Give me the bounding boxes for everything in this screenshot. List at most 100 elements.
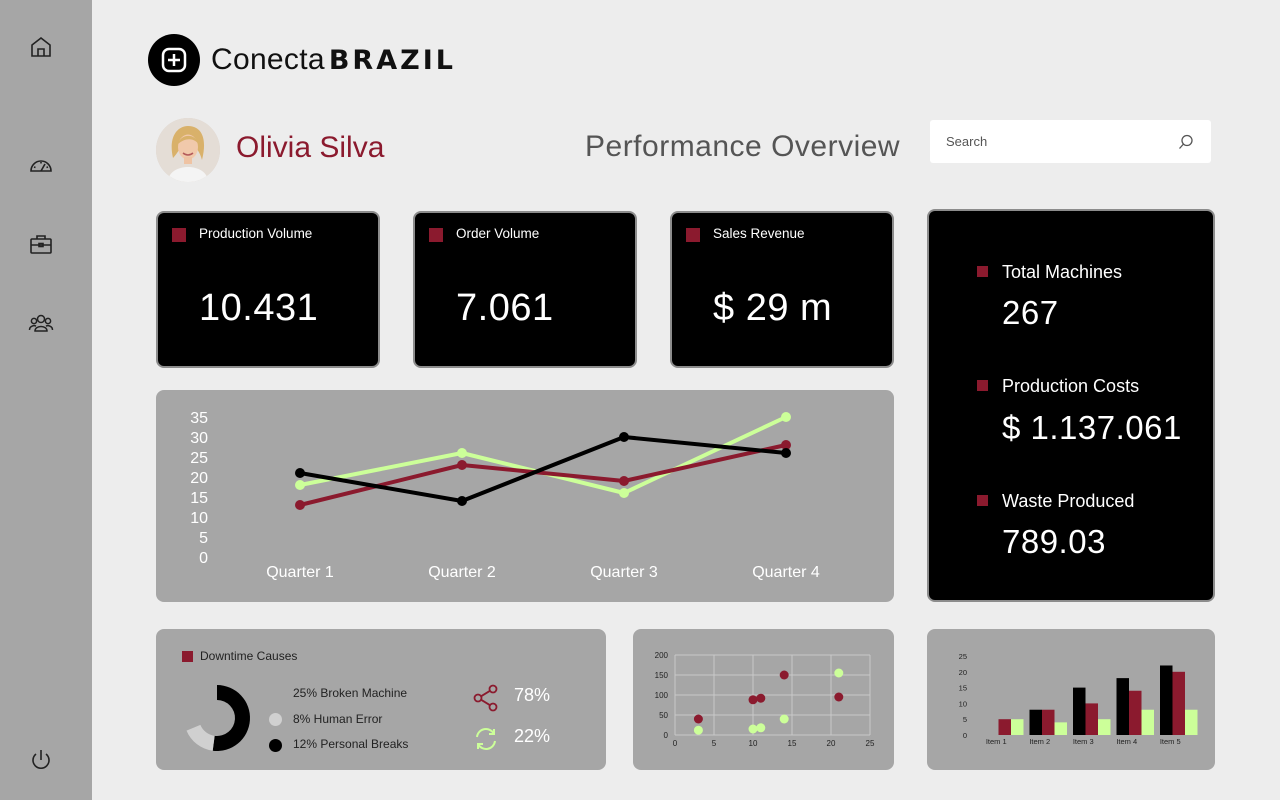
bar: [1073, 687, 1086, 735]
y-tick-label: 25: [959, 652, 967, 661]
scatter-point: [748, 724, 758, 734]
x-tick-label: Item 3: [1073, 737, 1094, 746]
refresh-icon: [476, 728, 496, 750]
sidebar: [0, 0, 92, 800]
legend-dot: [269, 739, 282, 752]
power-icon[interactable]: [27, 746, 55, 774]
kpi-value: $ 29 m: [713, 287, 833, 329]
data-point: [619, 488, 629, 498]
y-tick-label: 20: [959, 668, 967, 677]
bar: [1116, 678, 1129, 735]
bar: [1185, 709, 1198, 735]
legend-item: 12% Personal Breaks: [293, 737, 409, 751]
search-input[interactable]: [946, 134, 1177, 149]
scatter-point: [834, 692, 844, 702]
accent-square: [429, 228, 443, 242]
scatter-point: [693, 725, 703, 735]
summary-label: Waste Produced: [1002, 491, 1135, 511]
bar: [998, 719, 1011, 735]
data-point: [781, 440, 791, 450]
data-point: [781, 412, 791, 422]
bar: [1172, 671, 1185, 735]
search-box: [930, 120, 1211, 163]
x-tick-label: Quarter 1: [266, 564, 334, 581]
accent-square: [172, 228, 186, 242]
bar-chart: 0 5 10 15 20 25 Item 1 Item 2 Item 3 Item 4 Item 5: [959, 652, 1198, 746]
y-tick-label: 15: [190, 490, 208, 507]
y-tick-label: 0: [199, 550, 208, 567]
kpi-label: Sales Revenue: [713, 226, 805, 241]
brand-logo[interactable]: Conecta BRAZIL: [148, 34, 456, 86]
data-point: [457, 448, 467, 458]
data-point: [295, 500, 305, 510]
downtime-panel: Downtime Causes 25% Broken Machine 8% Hu…: [156, 629, 606, 770]
x-tick-label: 0: [673, 739, 678, 748]
y-tick-label: 0: [963, 731, 967, 740]
x-tick-label: Quarter 4: [752, 564, 820, 581]
data-point: [457, 496, 467, 506]
y-tick-label: 10: [190, 510, 208, 527]
bar: [1160, 665, 1173, 735]
data-point: [295, 480, 305, 490]
data-point: [619, 476, 629, 486]
summary-card[interactable]: Total Machines 267 Production Costs $ 1.…: [927, 209, 1215, 602]
home-icon[interactable]: [27, 33, 55, 61]
user-name: Olivia Silva: [236, 131, 385, 164]
legend-item: 8% Human Error: [293, 712, 383, 726]
y-tick-label: 25: [190, 450, 208, 467]
data-point: [295, 468, 305, 478]
y-tick-label: 200: [655, 651, 669, 660]
kpi-label: Production Volume: [199, 226, 313, 241]
kpi-value: 10.431: [199, 287, 319, 329]
scatter-point: [834, 668, 844, 678]
series-line: [299, 443, 787, 507]
pie-slice: [212, 685, 250, 751]
kpi-card-sales-revenue[interactable]: Sales Revenue $ 29 m: [670, 211, 894, 368]
bar: [1085, 703, 1098, 735]
y-tick-label: 5: [199, 530, 208, 547]
search-icon[interactable]: [1177, 133, 1195, 151]
donut-chart: [186, 685, 250, 751]
bar-chart-panel: 0 5 10 15 20 25 Item 1 Item 2 Item 3 Item 4 Item 5: [927, 629, 1215, 770]
bar: [1029, 709, 1042, 735]
y-tick-label: 20: [190, 470, 208, 487]
bar: [1129, 690, 1142, 735]
legend-item: 25% Broken Machine: [293, 686, 408, 700]
line-chart: 0 5 10 15 20 25 30 35 Quarter 1 Quarter 2 Quarter …: [190, 410, 820, 581]
bar: [1141, 709, 1154, 735]
avatar[interactable]: [156, 118, 220, 182]
x-tick-label: Quarter 2: [428, 564, 496, 581]
series-line: [299, 435, 787, 503]
x-tick-label: 15: [788, 739, 797, 748]
y-tick-label: 30: [190, 430, 208, 447]
x-tick-label: Item 4: [1116, 737, 1137, 746]
data-point: [619, 432, 629, 442]
speedometer-icon[interactable]: [27, 151, 55, 179]
legend-dot: [269, 713, 282, 726]
y-tick-label: 150: [655, 671, 669, 680]
scatter-point: [779, 670, 789, 680]
summary-value: 267: [1002, 294, 1059, 331]
x-tick-label: Item 1: [986, 737, 1007, 746]
y-tick-label: 50: [659, 711, 668, 720]
accent-square: [977, 495, 988, 506]
share-icon: [473, 684, 498, 712]
kpi-card-order-volume[interactable]: Order Volume 7.061: [413, 211, 637, 368]
kpi-card-production-volume[interactable]: Production Volume 10.431: [156, 211, 380, 368]
briefcase-icon[interactable]: [27, 230, 55, 258]
line-chart-panel: 0 5 10 15 20 25 30 35 Quarter 1 Quarter 2 Quarter …: [156, 390, 894, 602]
scatter-point: [779, 714, 789, 724]
summary-value: 789.03: [1002, 523, 1106, 560]
x-tick-label: 5: [712, 739, 717, 748]
summary-label: Production Costs: [1002, 376, 1140, 396]
scatter-point: [693, 714, 703, 724]
bar: [1098, 719, 1111, 735]
bar: [1054, 722, 1067, 735]
scatter-point: [756, 723, 766, 733]
x-tick-label: Quarter 3: [590, 564, 658, 581]
downtime-title: Downtime Causes: [200, 649, 298, 663]
users-icon[interactable]: [27, 309, 55, 337]
bar: [1042, 709, 1055, 735]
y-tick-label: 5: [963, 715, 967, 724]
accent-square: [686, 228, 700, 242]
